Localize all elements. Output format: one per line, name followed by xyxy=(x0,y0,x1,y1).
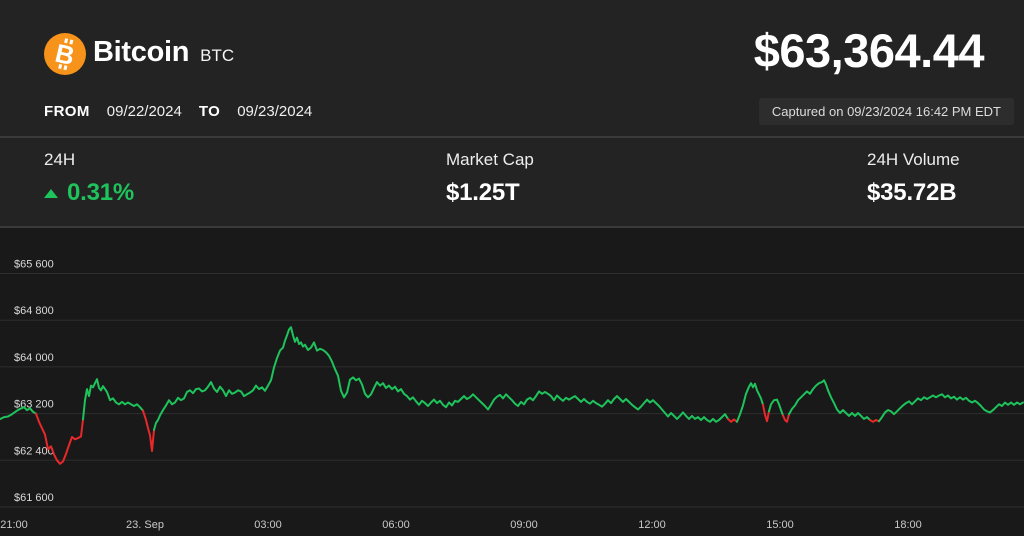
x-axis-tick-label: 09:00 xyxy=(510,519,538,531)
price-line-segment xyxy=(878,393,1024,423)
y-axis-tick-label: $61 600 xyxy=(14,492,54,504)
price-line-segment xyxy=(727,417,738,423)
y-axis-tick-label: $64 800 xyxy=(14,305,54,317)
price-line-segment xyxy=(736,382,764,423)
captured-timestamp-badge: Captured on 09/23/2024 16:42 PM EDT xyxy=(758,98,1014,125)
price-line-segment xyxy=(782,413,790,423)
header: B Bitcoin BTC $63,364.44 FROM 09/22/2024… xyxy=(0,0,1024,136)
x-axis-tick-label: 21:00 xyxy=(0,519,28,531)
price-line-segment xyxy=(788,379,871,421)
y-axis-tick-label: $65 600 xyxy=(14,259,54,271)
market-cap-value: $1.25T xyxy=(446,179,520,206)
x-axis-tick-label: 18:00 xyxy=(894,519,922,531)
price-line-segment xyxy=(869,419,880,423)
volume-label: 24H Volume xyxy=(867,150,960,169)
stat-24h-change: 24H 0.31% xyxy=(44,150,134,207)
current-price: $63,364.44 xyxy=(753,24,985,77)
x-axis-tick-label: 15:00 xyxy=(766,519,794,531)
stats-band: 24H 0.31% Market Cap $1.25T 24H Volume $… xyxy=(0,138,1024,226)
x-axis-tick-label: 12:00 xyxy=(638,519,666,531)
separator xyxy=(0,226,1024,228)
up-arrow-icon xyxy=(44,189,58,198)
price-line-segment xyxy=(762,403,770,423)
x-axis-tick-label: 03:00 xyxy=(254,519,282,531)
from-date: 09/22/2024 xyxy=(106,103,182,120)
coin-title: Bitcoin BTC xyxy=(93,36,234,69)
x-axis-tick-label: 23. Sep xyxy=(126,519,164,531)
price-chart: $65 600 $64 800 $64 000 $63 200 $62 400 $61 6… xyxy=(0,228,1024,536)
y-axis-tick-label: $62 400 xyxy=(14,445,54,457)
change-percent: 0.31% xyxy=(67,179,135,206)
to-date: 09/23/2024 xyxy=(237,103,313,120)
stat-market-cap: Market Cap $1.25T xyxy=(446,150,534,207)
x-axis-tick-label: 06:00 xyxy=(382,519,410,531)
price-line-segment xyxy=(35,412,84,465)
price-line-segment xyxy=(0,406,37,421)
y-axis-tick-label: $64 000 xyxy=(14,352,54,364)
price-line-segment xyxy=(768,398,784,417)
price-chart-svg: $65 600$64 800$64 000$63 200$62 400$61 6… xyxy=(0,259,1024,531)
separator xyxy=(0,136,1024,138)
bitcoin-icon: B xyxy=(44,33,86,75)
stat-24h-volume: 24H Volume $35.72B xyxy=(867,150,960,207)
date-range: FROM 09/22/2024 TO 09/23/2024 xyxy=(44,103,312,120)
volume-value: $35.72B xyxy=(867,179,957,206)
price-line-segment xyxy=(153,326,729,431)
coin-name: Bitcoin xyxy=(93,36,190,68)
price-line-segment xyxy=(142,409,155,452)
market-cap-label: Market Cap xyxy=(446,150,534,169)
coin-ticker: BTC xyxy=(200,46,235,65)
price-line-segment xyxy=(82,378,144,421)
stat-24h-label: 24H xyxy=(44,150,76,169)
stat-24h-value: 0.31% xyxy=(44,179,134,207)
to-label: TO xyxy=(198,103,221,120)
from-label: FROM xyxy=(44,103,90,120)
